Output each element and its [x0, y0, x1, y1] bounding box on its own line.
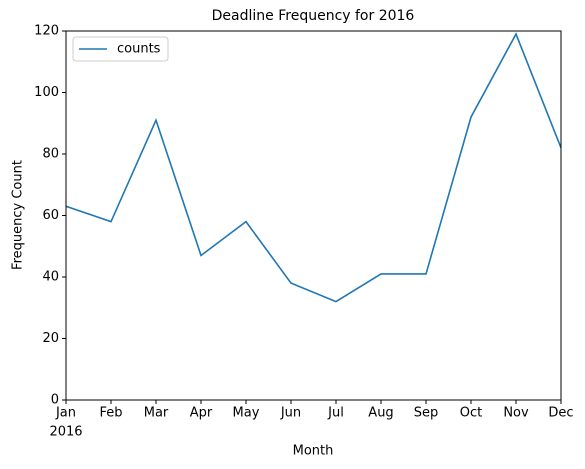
x-tick-label: Dec — [548, 406, 573, 421]
x-tick-label: Oct — [460, 406, 482, 421]
x-tick-label: May — [233, 406, 260, 421]
x-tick-label: Mar — [144, 406, 169, 421]
legend-label: counts — [117, 42, 161, 57]
x-tick-label: Jul — [327, 406, 344, 421]
x-tick-label: Feb — [99, 406, 122, 421]
x-tick-label: Apr — [190, 406, 213, 421]
y-tick-label: 40 — [42, 270, 59, 285]
x-tick-label: Aug — [368, 406, 393, 421]
x-year-label: 2016 — [49, 425, 82, 440]
x-tick-label: Jan — [55, 406, 76, 421]
x-tick-label: Jun — [280, 406, 301, 421]
x-axis-label: Month — [293, 444, 334, 459]
y-tick-label: 120 — [34, 24, 59, 39]
legend-box — [72, 36, 169, 62]
plot-frame — [65, 30, 562, 401]
x-tick-label: Nov — [503, 406, 529, 421]
y-tick-label: 80 — [42, 147, 59, 162]
x-tick-label: Sep — [414, 406, 439, 421]
y-tick-label: 20 — [42, 331, 59, 346]
y-tick-label: 0 — [51, 393, 59, 408]
y-axis-label: Frequency Count — [11, 160, 26, 270]
y-tick-label: 60 — [42, 208, 59, 223]
line-series — [66, 32, 561, 303]
y-tick-label: 100 — [34, 85, 59, 100]
chart-title: Deadline Frequency for 2016 — [212, 8, 415, 24]
